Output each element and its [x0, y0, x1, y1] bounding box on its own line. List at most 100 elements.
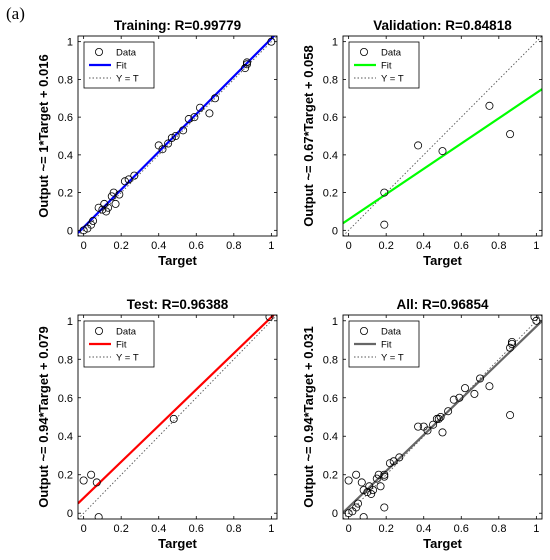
- x-tick-label: 0.2: [379, 240, 394, 252]
- figure-label: (a): [6, 4, 25, 23]
- legend: Data Fit Y = T: [83, 41, 155, 89]
- x-tick-label: 0.2: [114, 240, 129, 252]
- y-tick-label: 0: [332, 508, 338, 520]
- data-point: [241, 64, 250, 73]
- y-tick-label: 0.6: [58, 393, 73, 405]
- x-tick-label: 1: [268, 523, 274, 535]
- y-tick-label: 0.8: [323, 74, 338, 86]
- data-point: [507, 337, 516, 346]
- axes-box: [77, 35, 278, 237]
- data-point: [380, 472, 389, 481]
- x-axis-label: Target: [423, 253, 462, 268]
- fit-line: [78, 315, 276, 505]
- data-point: [115, 190, 124, 199]
- legend-data-marker: [95, 48, 104, 57]
- data-point: [205, 109, 214, 118]
- data-point: [196, 103, 205, 112]
- data-point: [184, 115, 193, 124]
- y-tick-label: 0.4: [323, 431, 338, 443]
- y-tick-label: 0.4: [323, 150, 338, 162]
- y-axis-label: Output ~= 0.94*Target + 0.031: [301, 326, 316, 507]
- data-point: [438, 147, 447, 156]
- x-tick-label: 0.4: [416, 240, 431, 252]
- x-tick-label: 0.2: [114, 523, 129, 535]
- data-point: [485, 101, 494, 110]
- data-point: [354, 499, 363, 508]
- data-point: [87, 470, 96, 479]
- y-tick-label: 1: [67, 37, 73, 49]
- y-tick-label: 0.8: [323, 354, 338, 366]
- legend-identity-label: Y = T: [116, 74, 139, 85]
- y-tick-label: 0.2: [58, 188, 73, 200]
- y-tick-label: 0.6: [323, 393, 338, 405]
- data-point: [158, 145, 167, 154]
- data-point: [344, 476, 353, 485]
- data-point: [369, 486, 378, 495]
- data-point: [94, 513, 103, 519]
- chart-panel-2: 00 0.2 0.2 0.4 0.4 0.6 0.6 0.8 0.8 1 1 Validation: …: [301, 18, 543, 268]
- x-axis-label: Target: [158, 536, 197, 551]
- data-point: [470, 389, 479, 398]
- data-point: [87, 220, 96, 229]
- data-point: [89, 216, 98, 225]
- plot-layer: [78, 315, 277, 519]
- identity-line: [78, 36, 277, 236]
- data-point: [380, 220, 389, 229]
- x-axis-label: Target: [158, 253, 197, 268]
- data-point: [352, 503, 361, 512]
- legend-identity-label: Y = T: [381, 74, 404, 85]
- chart-title: Validation: R=0.84818: [373, 18, 512, 33]
- data-point: [389, 457, 398, 466]
- x-tick-label: 1: [533, 240, 539, 252]
- y-tick-label: 1: [332, 316, 338, 328]
- data-point: [104, 203, 113, 212]
- data-point: [374, 470, 383, 479]
- data-point: [376, 482, 385, 491]
- data-point: [130, 171, 139, 180]
- legend-identity-label: Y = T: [116, 353, 139, 364]
- data-point: [372, 474, 381, 483]
- legend-data-marker: [359, 326, 368, 335]
- data-point: [436, 412, 445, 421]
- data-point: [357, 478, 366, 487]
- legend-fit-label: Fit: [381, 61, 392, 72]
- x-tick-label: 0: [81, 523, 87, 535]
- plot-layer: [78, 36, 277, 236]
- x-tick-label: 0.6: [189, 240, 204, 252]
- data-point: [98, 205, 107, 214]
- chart-title: Test: R=0.96388: [127, 297, 229, 312]
- legend-data-marker: [95, 326, 104, 335]
- y-tick-label: 0.8: [58, 354, 73, 366]
- legend-data-label: Data: [381, 327, 402, 338]
- data-point: [432, 414, 441, 423]
- data-point: [380, 188, 389, 197]
- y-tick-label: 0.6: [58, 112, 73, 124]
- x-tick-label: 0.4: [151, 523, 166, 535]
- data-point: [485, 382, 494, 391]
- axes-box: [77, 314, 278, 520]
- data-point: [179, 126, 188, 135]
- x-tick-label: 0.8: [226, 523, 241, 535]
- y-tick-label: 1: [332, 37, 338, 49]
- legend: Data Fit Y = T: [348, 41, 420, 89]
- y-tick-label: 0.2: [58, 470, 73, 482]
- x-tick-label: 0.6: [454, 523, 469, 535]
- fit-line: [343, 88, 542, 225]
- data-point: [434, 414, 443, 423]
- y-tick-label: 0.2: [323, 470, 338, 482]
- data-point: [449, 395, 458, 404]
- legend-fit-label: Fit: [116, 340, 127, 351]
- y-tick-label: 0.8: [58, 74, 73, 86]
- y-tick-label: 0.2: [323, 188, 338, 200]
- data-point: [429, 420, 438, 429]
- fit-line: [343, 320, 542, 514]
- data-point: [102, 207, 111, 216]
- x-tick-label: 1: [268, 240, 274, 252]
- x-tick-label: 0.4: [151, 240, 166, 252]
- chart-title: All: R=0.96854: [397, 297, 489, 312]
- data-point: [506, 130, 515, 139]
- x-tick-label: 0.8: [226, 240, 241, 252]
- data-point: [92, 478, 101, 487]
- chart-panel-1: 00 0.2 0.2 0.4 0.4 0.6 0.6 0.8 0.8 1 1 Training: R=…: [36, 18, 278, 268]
